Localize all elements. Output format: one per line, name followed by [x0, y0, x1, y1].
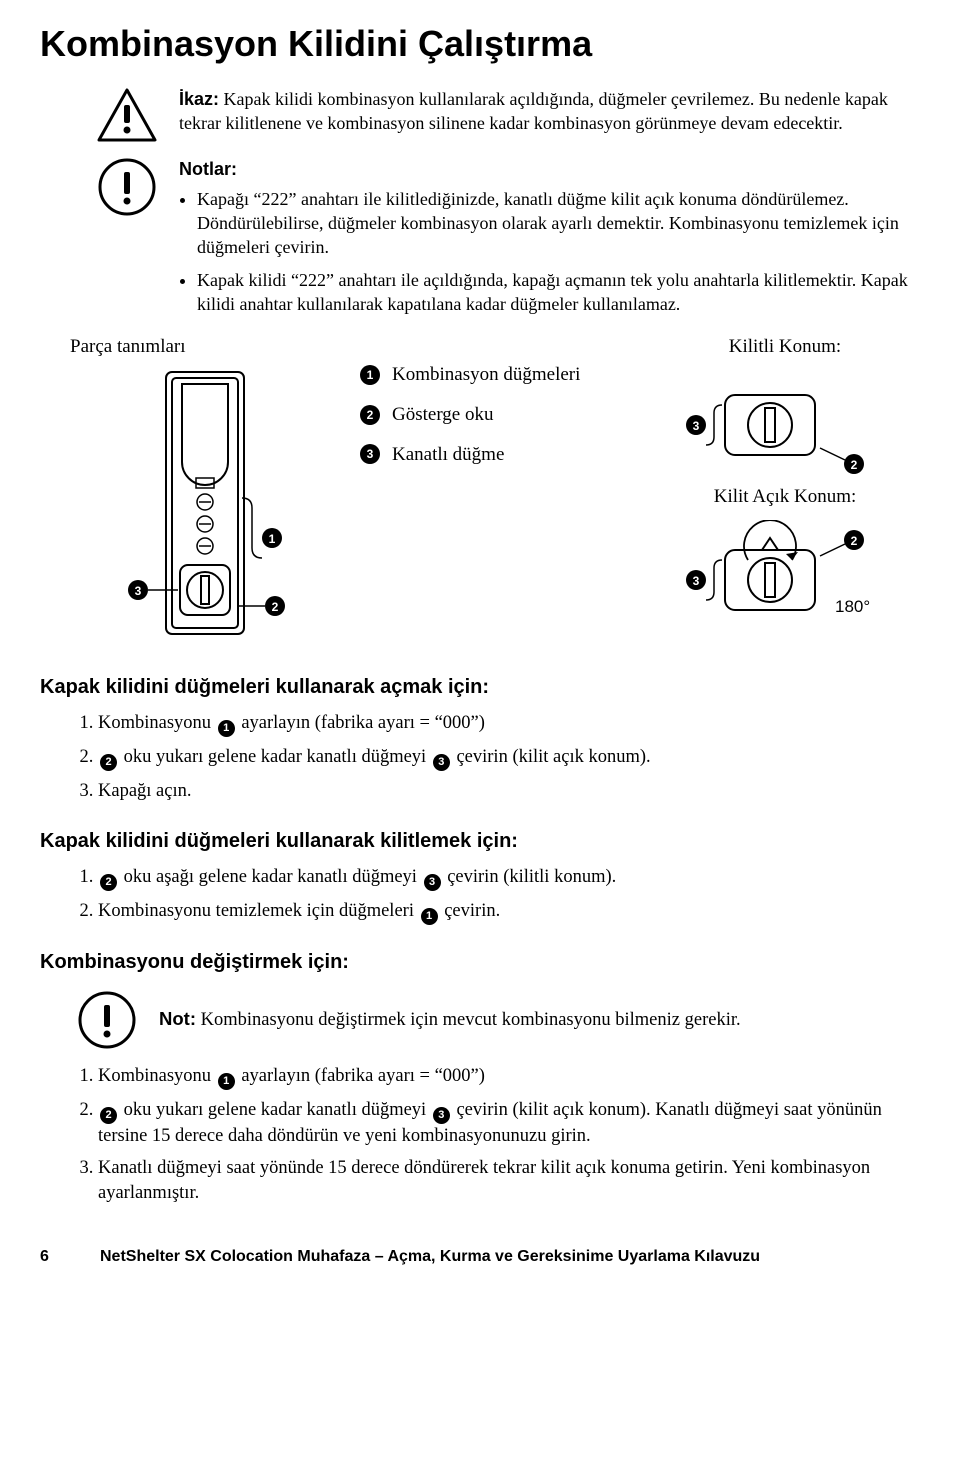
num-3-icon: 3 — [433, 1107, 450, 1124]
legend-3: 3 Kanatlı düğme — [360, 442, 650, 468]
legend-1-text: Kombinasyon düğmeleri — [392, 362, 580, 388]
num-3-icon: 3 — [360, 444, 380, 464]
num-2-icon: 2 — [360, 405, 380, 425]
svg-text:2: 2 — [851, 458, 858, 472]
legend-1: 1 Kombinasyon düğmeleri — [360, 362, 650, 388]
step: 2 oku yukarı gelene kadar kanatlı düğmey… — [98, 745, 920, 771]
step: Kombinasyonu temizlemek için düğmeleri 1… — [98, 899, 920, 925]
svg-text:3: 3 — [693, 574, 700, 588]
num-1-icon: 1 — [360, 365, 380, 385]
legend-3-text: Kanatlı düğme — [392, 442, 504, 468]
legend-2: 2 Gösterge oku — [360, 402, 650, 428]
svg-text:1: 1 — [269, 532, 276, 546]
note-item-2: Kapak kilidi “222” anahtarı ile açıldığı… — [197, 268, 920, 317]
unlocked-diagram: 3 2 180° — [650, 520, 880, 630]
ikaz-text: Kapak kilidi kombinasyon kullanılarak aç… — [179, 89, 888, 133]
notice-circle-icon — [75, 990, 139, 1050]
num-2-icon: 2 — [100, 754, 117, 771]
deg-180-label: 180° — [835, 597, 870, 616]
notlar-label: Notlar: — [179, 157, 920, 181]
svg-text:2: 2 — [272, 600, 279, 614]
footer-title: NetShelter SX Colocation Muhafaza – Açma… — [100, 1246, 760, 1268]
num-1-icon: 1 — [218, 720, 235, 737]
section-change-heading: Kombinasyonu değiştirmek için: — [40, 949, 920, 976]
step: 2 oku aşağı gelene kadar kanatlı düğmeyi… — [98, 865, 920, 891]
svg-text:3: 3 — [135, 584, 142, 598]
svg-text:2: 2 — [851, 534, 858, 548]
num-1-icon: 1 — [421, 908, 438, 925]
num-1-icon: 1 — [218, 1073, 235, 1090]
num-2-icon: 2 — [100, 874, 117, 891]
step: Kanatlı düğmeyi saat yönünde 15 derece d… — [98, 1156, 920, 1206]
section-lock-steps: 2 oku aşağı gelene kadar kanatlı düğmeyi… — [40, 865, 920, 925]
notes-block: Notlar: Kapağı “222” anahtarı ile kilitl… — [40, 157, 920, 325]
section-open-steps: Kombinasyonu 1 ayarlayın (fabrika ayarı … — [40, 711, 920, 804]
svg-text:3: 3 — [693, 419, 700, 433]
note-row: Not: Kombinasyonu değiştirmek için mevcu… — [40, 990, 920, 1050]
warning-ikaz: İkaz: Kapak kilidi kombinasyon kullanıla… — [40, 87, 920, 143]
definitions-row: Parça tanımları — [40, 334, 920, 650]
step: Kapağı açın. — [98, 779, 920, 804]
warning-triangle-icon — [95, 87, 159, 143]
locked-diagram: 3 2 — [650, 370, 880, 480]
page-footer: 6 NetShelter SX Colocation Muhafaza – Aç… — [40, 1246, 920, 1268]
legend-2-text: Gösterge oku — [392, 402, 494, 428]
not-text: Kombinasyonu değiştirmek için mevcut kom… — [201, 1010, 741, 1030]
section-open-heading: Kapak kilidini düğmeleri kullanarak açma… — [40, 674, 920, 701]
num-3-icon: 3 — [424, 874, 441, 891]
step: Kombinasyonu 1 ayarlayın (fabrika ayarı … — [98, 1064, 920, 1090]
notice-circle-icon — [95, 157, 159, 325]
step: Kombinasyonu 1 ayarlayın (fabrika ayarı … — [98, 711, 920, 737]
page-title: Kombinasyon Kilidini Çalıştırma — [40, 20, 920, 69]
note-item-1: Kapağı “222” anahtarı ile kilitlediğiniz… — [197, 187, 920, 260]
not-label: Not: — [159, 1008, 196, 1029]
section-change-steps: Kombinasyonu 1 ayarlayın (fabrika ayarı … — [40, 1064, 920, 1207]
page-number: 6 — [40, 1246, 60, 1268]
parts-label: Parça tanımları — [70, 334, 360, 360]
lock-front-diagram: 1 3 2 — [70, 370, 360, 650]
section-lock-heading: Kapak kilidini düğmeleri kullanarak kili… — [40, 828, 920, 855]
num-2-icon: 2 — [100, 1107, 117, 1124]
locked-pos-label: Kilitli Konum: — [650, 334, 920, 360]
step: 2 oku yukarı gelene kadar kanatlı düğmey… — [98, 1098, 920, 1149]
ikaz-label: İkaz: — [179, 89, 219, 109]
unlocked-pos-label: Kilit Açık Konum: — [650, 484, 920, 510]
num-3-icon: 3 — [433, 754, 450, 771]
